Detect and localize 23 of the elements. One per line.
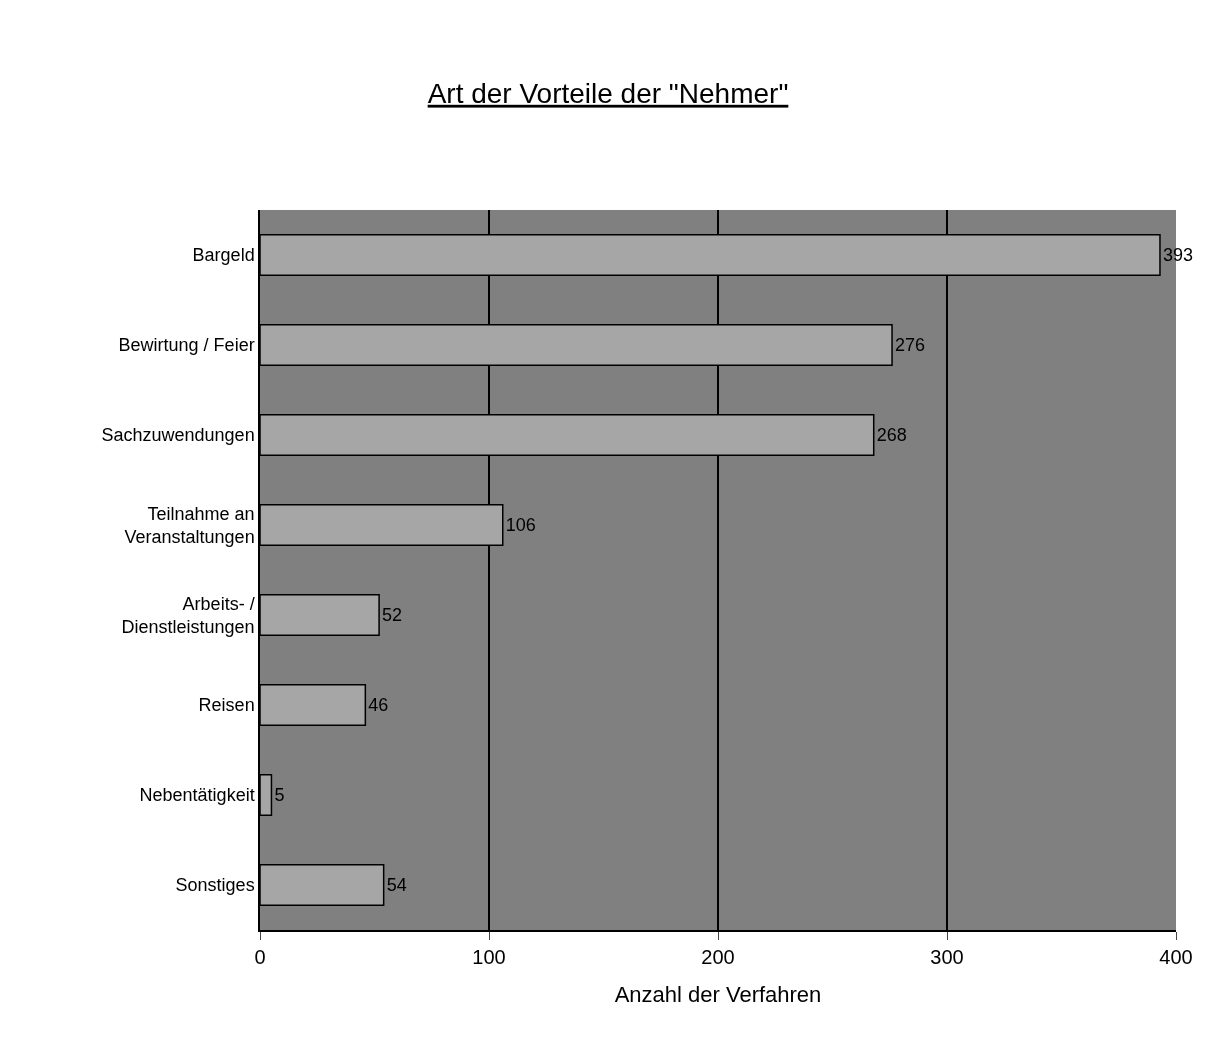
y-tick-label: Arbeits- / Dienstleistungen [121, 593, 255, 637]
data-label: 106 [505, 515, 536, 535]
data-label: 46 [368, 695, 389, 715]
x-axis-title: Anzahl der Verfahren [614, 982, 822, 1008]
data-label: 393 [1162, 245, 1194, 265]
x-tick-label: 400 [1159, 945, 1193, 968]
data-label: 54 [386, 875, 407, 895]
y-tick-label: Bewirtung / Feier [118, 335, 255, 356]
y-tick-label: Sachzuwendungen [101, 425, 255, 446]
x-tick-label: 200 [701, 945, 735, 968]
y-tick-label: Teilnahme an Veranstaltungen [124, 503, 255, 547]
data-label: 5 [274, 785, 285, 805]
data-label: 276 [895, 335, 926, 355]
y-tick-label: Reisen [198, 695, 255, 716]
x-tick-label: 0 [254, 945, 266, 968]
chart-title: Art der Vorteile der "Nehmer" [427, 77, 789, 109]
data-label: 52 [382, 605, 403, 625]
y-tick-label: Sonstiges [175, 875, 255, 896]
x-tick-label: 300 [930, 945, 964, 968]
data-label: 268 [876, 425, 907, 445]
y-tick-label: Nebentätigkeit [139, 785, 255, 806]
x-tick-label: 100 [472, 945, 506, 968]
y-tick-label: Bargeld [192, 245, 255, 266]
